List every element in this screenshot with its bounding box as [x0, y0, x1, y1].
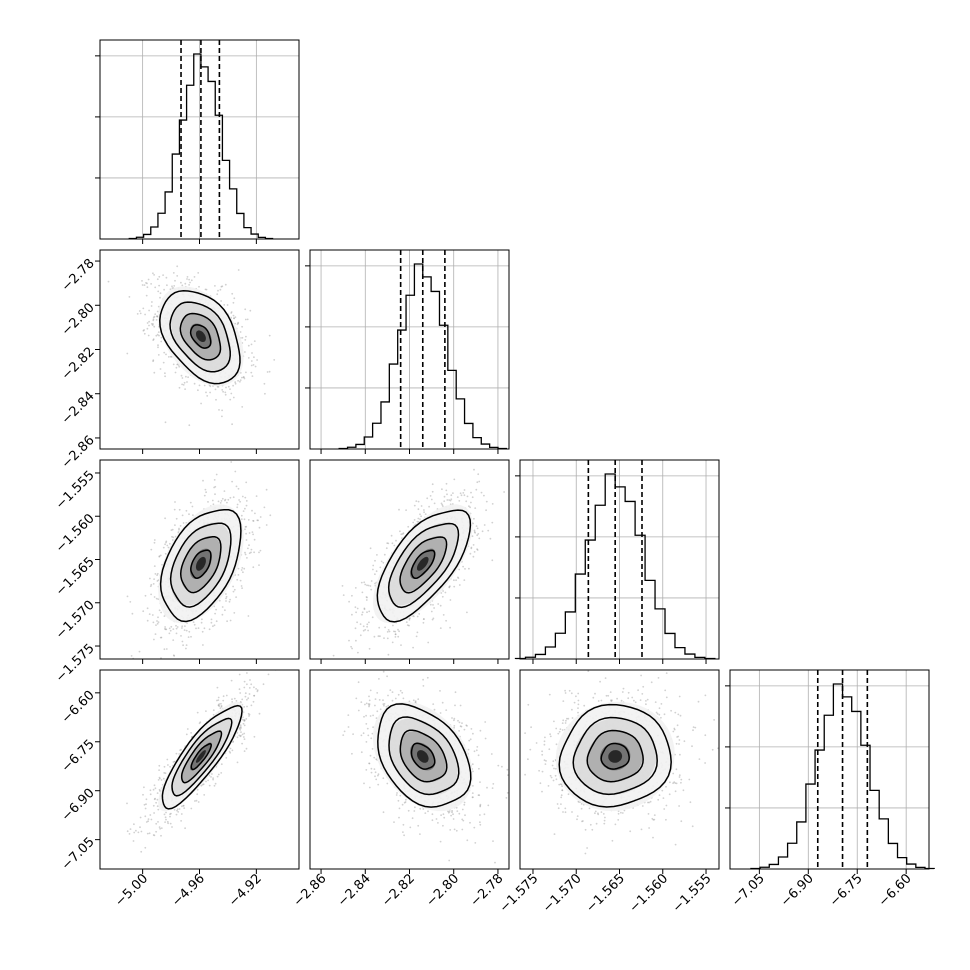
ytick-label-3-3: −6.60: [59, 688, 98, 727]
contour-2-0-2: [169, 522, 232, 608]
ytick-label-1-4: −2.78: [59, 256, 98, 295]
hist-frame-3: [729, 669, 930, 870]
ytick-label-1-3: −2.80: [59, 300, 98, 339]
density-2-0: [158, 504, 244, 624]
contour-1-0-1: [179, 312, 222, 361]
contour-1-0-0: [189, 324, 212, 349]
histogram-panel-0: [95, 39, 300, 240]
density-3-0: [158, 701, 244, 812]
contour-3-0-3: [161, 704, 243, 810]
panel-2-1: [309, 459, 510, 660]
contour-2-0-1: [179, 535, 222, 594]
density-3-1: [372, 701, 473, 812]
xtick-label-1-3: −2.80: [423, 871, 462, 910]
xtick-label-3-3: −6.60: [876, 871, 915, 910]
xtick-label-2-1: −1.570: [540, 871, 585, 916]
ytick-label-2-3: −1.560: [53, 511, 98, 556]
panel-3-1: [309, 669, 510, 870]
contour-2-1-1: [399, 536, 448, 594]
xtick-label-2-0: −1.575: [497, 871, 542, 916]
histogram-panel-2: [514, 459, 720, 660]
xtick-label-0-2: −4.92: [226, 871, 265, 910]
contour-2-1-3: [376, 509, 472, 623]
xtick-label-3-2: −6.75: [827, 871, 866, 910]
contour-2-1-0: [410, 549, 436, 580]
contour-3-1-0: [410, 742, 436, 770]
ytick-label-1-1: −2.84: [59, 389, 98, 428]
xtick-label-3-1: −6.90: [778, 871, 817, 910]
ytick-label-3-1: −6.90: [59, 786, 98, 825]
histogram-panel-1: [305, 249, 510, 450]
contour-3-2-2: [572, 716, 658, 796]
contour-3-1-3: [377, 703, 472, 808]
contour-3-0-0: [190, 743, 212, 771]
density-1-0: [158, 286, 244, 387]
xtick-label-1-1: −2.84: [335, 871, 374, 910]
panel-2-0: [99, 459, 300, 660]
contour-3-2-1: [586, 729, 644, 783]
density-2-1: [372, 504, 473, 624]
xtick-label-3-0: −7.05: [729, 871, 768, 910]
xtick-label-2-2: −1.565: [583, 871, 628, 916]
contour-3-0-2: [171, 717, 233, 797]
contour-3-2-3: [558, 703, 672, 808]
ytick-label-2-2: −1.565: [53, 555, 98, 600]
panel-3-2: [519, 669, 720, 870]
ytick-label-2-1: −1.570: [53, 598, 98, 643]
xtick-label-1-2: −2.82: [379, 871, 418, 910]
xtick-label-2-3: −1.560: [627, 871, 672, 916]
ytick-label-3-0: −7.05: [59, 835, 98, 874]
ytick-label-1-0: −2.86: [59, 433, 98, 472]
panel-1-0: [99, 249, 300, 450]
xtick-label-2-4: −1.555: [670, 871, 715, 916]
contour-3-1-1: [399, 729, 448, 783]
contour-3-1-2: [388, 716, 460, 796]
contour-3-0-1: [180, 730, 223, 784]
contour-3-2-0: [600, 742, 630, 770]
xtick-label-0-0: −5.00: [112, 871, 151, 910]
ytick-label-2-4: −1.555: [53, 468, 98, 513]
ytick-label-3-2: −6.75: [59, 737, 98, 776]
xtick-label-1-0: −2.86: [291, 871, 330, 910]
panel-3-0: [99, 669, 300, 870]
contour-1-0-3: [159, 290, 241, 385]
contour-2-0-0: [190, 549, 212, 579]
contour-2-1-2: [387, 522, 460, 609]
contour-2-0-3: [159, 508, 242, 623]
xtick-label-0-1: −4.96: [169, 871, 208, 910]
contour-1-0-2: [169, 301, 231, 373]
ytick-label-2-0: −1.575: [53, 641, 98, 686]
histogram-panel-3: [725, 669, 935, 870]
ytick-label-1-2: −2.82: [59, 345, 98, 384]
